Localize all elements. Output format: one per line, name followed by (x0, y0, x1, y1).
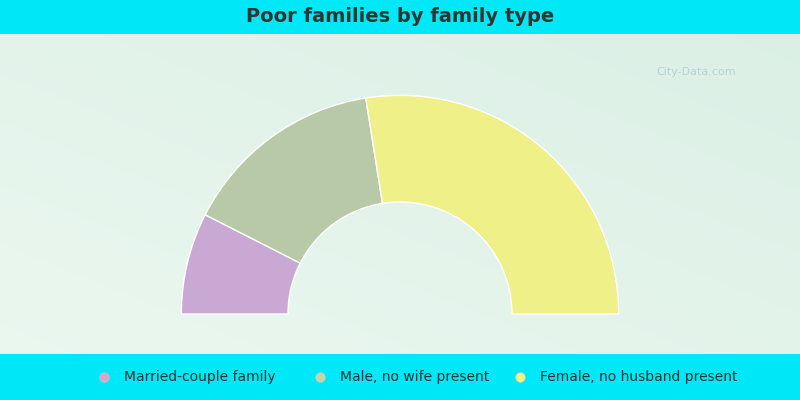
Text: Female, no husband present: Female, no husband present (540, 370, 738, 384)
Text: Married-couple family: Married-couple family (124, 370, 276, 384)
Text: Male, no wife present: Male, no wife present (340, 370, 490, 384)
Text: City-Data.com: City-Data.com (656, 67, 736, 77)
Wedge shape (182, 215, 300, 314)
Text: Poor families by family type: Poor families by family type (246, 8, 554, 26)
Wedge shape (205, 98, 382, 263)
Wedge shape (366, 95, 618, 314)
